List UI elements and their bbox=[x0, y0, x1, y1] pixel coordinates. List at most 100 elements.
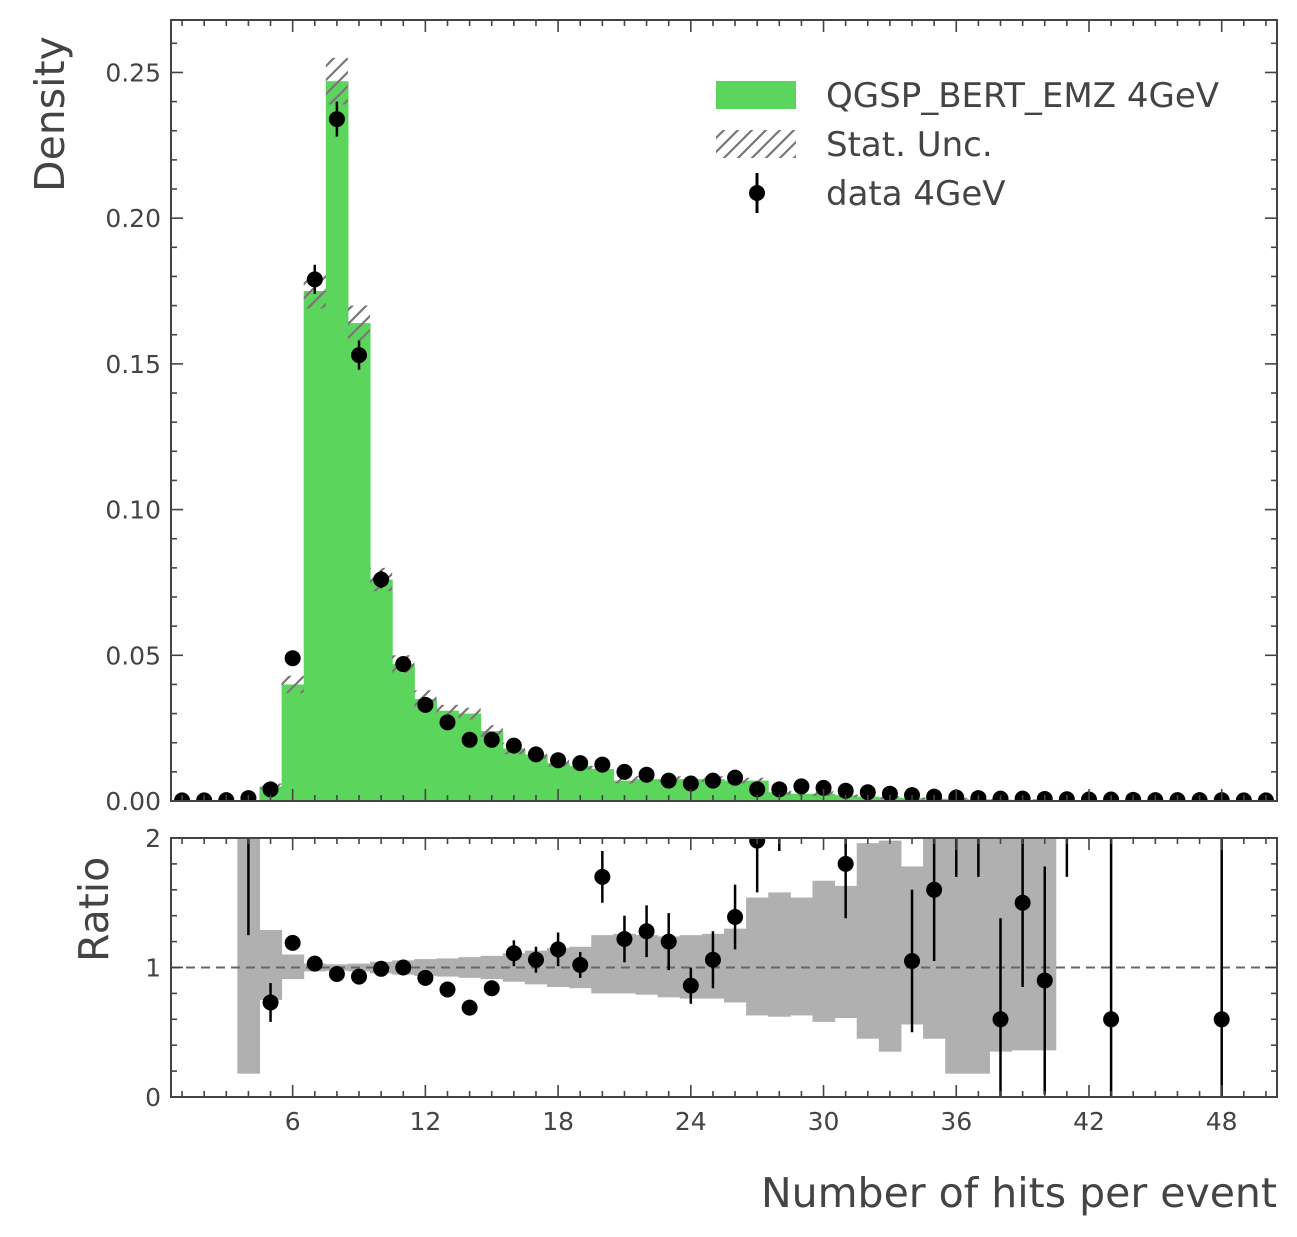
ratio-point bbox=[1036, 972, 1053, 989]
mc-stat-unc-band bbox=[746, 777, 769, 784]
y-tick-label: 0.25 bbox=[105, 58, 161, 87]
data-point bbox=[771, 781, 788, 798]
main-panel: 0.00 0.05 0.10 0.15 0.20 0.25 Density bbox=[26, 19, 1278, 816]
mc-bar bbox=[502, 748, 526, 801]
legend-swatch-mc bbox=[716, 81, 796, 109]
data-point bbox=[727, 769, 744, 786]
ratio-point bbox=[1014, 894, 1031, 911]
mc-bar bbox=[724, 780, 747, 801]
data-point bbox=[373, 571, 390, 588]
mc-bar bbox=[414, 699, 437, 801]
data-point bbox=[881, 785, 898, 801]
ratio-point bbox=[328, 965, 345, 982]
ratio-panel: 012 6 12 18 24 30 36 42 48 Ratio bbox=[70, 817, 1278, 1136]
data-point bbox=[439, 714, 456, 731]
x-tick-label: 48 bbox=[1206, 1107, 1238, 1136]
data-point bbox=[262, 781, 279, 798]
mc-bar bbox=[591, 768, 614, 801]
y-tick-label: 0.00 bbox=[105, 787, 161, 816]
ratio-point bbox=[262, 994, 279, 1011]
mc-stat-unc-band bbox=[347, 305, 371, 341]
ratio-point bbox=[771, 817, 787, 833]
mc-bar bbox=[370, 579, 393, 801]
ratio-band-bin bbox=[502, 953, 526, 982]
legend-label-stat-unc: Stat. Unc. bbox=[826, 125, 993, 165]
data-point bbox=[749, 781, 766, 798]
ratio-point bbox=[527, 951, 544, 968]
data-point bbox=[527, 746, 544, 763]
mc-bar bbox=[325, 81, 349, 801]
ratio-band-bin bbox=[834, 885, 858, 1019]
ratio-band-bin bbox=[768, 892, 791, 1017]
ratio-point bbox=[638, 923, 655, 940]
data-point bbox=[505, 737, 522, 754]
x-tick-label: 18 bbox=[542, 1107, 574, 1136]
y-tick-label: 0.15 bbox=[105, 350, 161, 379]
x-tick-label: 42 bbox=[1073, 1107, 1105, 1136]
ratio-point bbox=[284, 934, 301, 951]
data-point bbox=[284, 650, 301, 667]
ratio-band-bin bbox=[414, 959, 437, 976]
y-tick-label: 2 bbox=[145, 824, 161, 853]
ratio-point bbox=[572, 956, 589, 973]
ratio-point bbox=[660, 933, 677, 950]
y-tick-label: 0 bbox=[145, 1083, 161, 1112]
data-point bbox=[594, 756, 611, 773]
ratio-band-bin bbox=[259, 929, 283, 1000]
ratio-band-bin bbox=[945, 838, 968, 1074]
x-tick-label: 24 bbox=[675, 1107, 707, 1136]
ratio-band-bin bbox=[746, 897, 769, 1016]
ratio-point bbox=[461, 999, 478, 1016]
data-point bbox=[306, 271, 323, 288]
ratio-uncertainty-band bbox=[237, 838, 1057, 1074]
ratio-point bbox=[616, 931, 633, 948]
data-point bbox=[704, 772, 721, 789]
ratio-point bbox=[1103, 1011, 1120, 1028]
ratio-band-bin bbox=[591, 935, 614, 994]
mc-stat-unc-band bbox=[281, 675, 304, 694]
data-point bbox=[926, 788, 943, 801]
mc-stat-unc-band bbox=[458, 707, 481, 720]
ratio-points bbox=[247, 817, 1230, 1097]
data-point bbox=[616, 763, 633, 780]
ratio-point bbox=[550, 941, 567, 958]
mc-stat-unc-band bbox=[613, 777, 636, 784]
data-point bbox=[351, 347, 368, 364]
mc-bar bbox=[392, 664, 415, 801]
mc-bar bbox=[347, 323, 371, 801]
ratio-band-bin bbox=[635, 935, 659, 995]
ratio-band-bin bbox=[724, 928, 747, 1003]
data-point bbox=[638, 766, 655, 783]
mc-bar bbox=[569, 766, 592, 801]
mc-stat-unc-band bbox=[325, 57, 348, 105]
data-point bbox=[395, 656, 412, 673]
data-point bbox=[417, 696, 434, 713]
data-point bbox=[483, 731, 500, 748]
legend-data-marker bbox=[749, 185, 765, 201]
y-tick-label: 1 bbox=[145, 954, 161, 983]
ratio-point bbox=[727, 908, 744, 925]
ratio-band-bin bbox=[856, 843, 880, 1039]
ratio-point bbox=[439, 981, 456, 998]
ratio-point bbox=[926, 881, 943, 898]
legend-label-mc: QGSP_BERT_EMZ 4GeV bbox=[826, 76, 1219, 116]
x-tick-label: 30 bbox=[808, 1107, 840, 1136]
data-point bbox=[572, 755, 589, 772]
ratio-point bbox=[1213, 1011, 1230, 1028]
legend-label-data: data 4GeV bbox=[826, 174, 1006, 214]
data-point bbox=[550, 752, 567, 769]
ratio-band-bin bbox=[812, 880, 836, 1022]
x-axis-label: Number of hits per event bbox=[761, 1169, 1277, 1217]
data-point bbox=[904, 787, 921, 801]
main-y-axis-label: Density bbox=[26, 36, 74, 192]
ratio-band-bin bbox=[878, 840, 902, 1052]
ratio-band-bin bbox=[1011, 838, 1057, 1051]
mc-stat-unc-band bbox=[480, 725, 503, 737]
x-tick-label: 36 bbox=[940, 1107, 972, 1136]
ratio-point bbox=[904, 953, 921, 970]
data-point bbox=[859, 784, 876, 801]
mc-bar bbox=[436, 710, 460, 801]
y-tick-label: 0.05 bbox=[105, 641, 161, 670]
main-frame bbox=[170, 19, 1278, 802]
